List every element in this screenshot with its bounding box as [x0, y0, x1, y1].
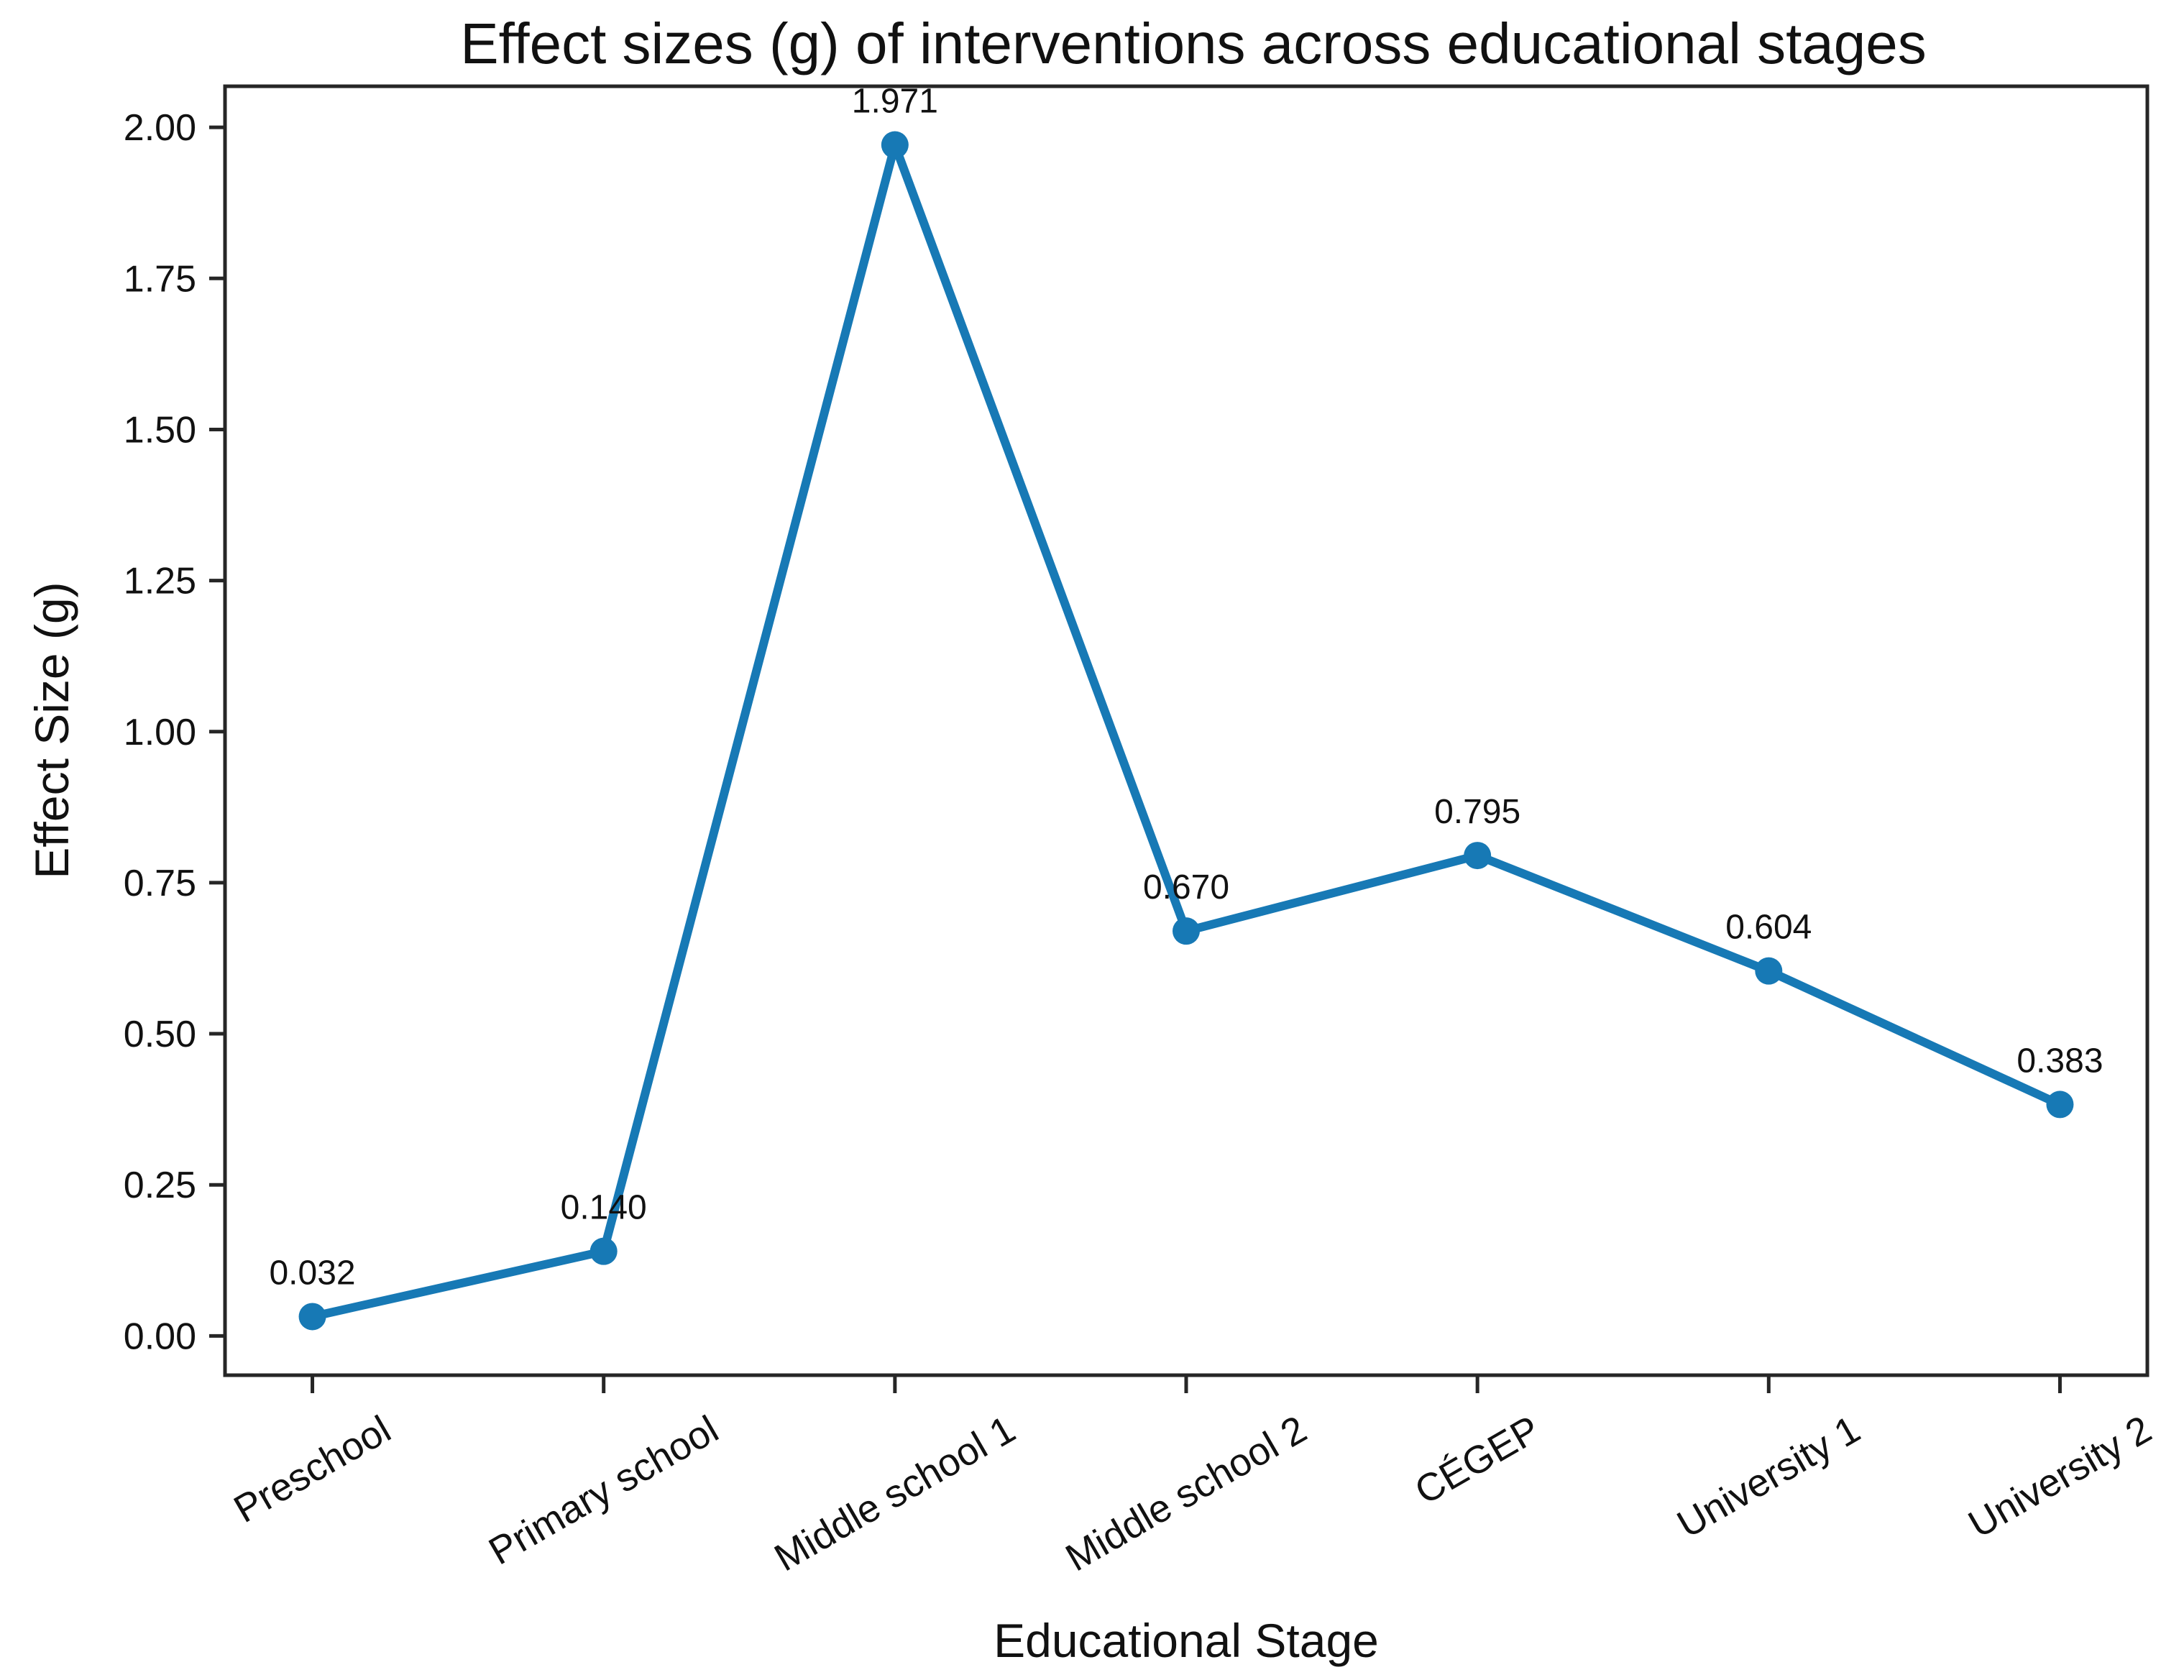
y-tick-label: 1.25	[124, 561, 196, 602]
x-axis-label: Educational Stage	[994, 1614, 1379, 1667]
y-tick-label: 0.25	[124, 1165, 196, 1206]
data-point-label: 0.795	[1434, 793, 1520, 831]
data-point-marker	[1464, 842, 1492, 870]
data-point-marker	[298, 1303, 326, 1331]
data-point-marker	[881, 131, 909, 159]
data-point-label: 0.604	[1725, 909, 1812, 947]
data-point-label: 1.971	[852, 83, 938, 121]
data-point-label: 0.670	[1143, 868, 1229, 906]
y-tick-label: 1.75	[124, 258, 196, 300]
y-tick-label: 1.50	[124, 409, 196, 451]
data-point-marker	[589, 1237, 618, 1265]
data-point-label: 0.032	[269, 1254, 355, 1292]
data-point-label: 0.140	[561, 1189, 647, 1227]
data-point-label: 0.383	[2016, 1042, 2103, 1080]
chart-title: Effect sizes (g) of interventions across…	[460, 12, 1927, 75]
y-tick-label: 0.00	[124, 1316, 196, 1357]
data-point-marker	[2046, 1091, 2074, 1119]
y-tick-label: 2.00	[124, 107, 196, 149]
y-tick-label: 0.75	[124, 863, 196, 904]
y-tick-label: 1.00	[124, 712, 196, 753]
y-tick-label: 0.50	[124, 1014, 196, 1055]
data-point-marker	[1173, 917, 1200, 945]
data-point-marker	[1755, 957, 1783, 985]
y-axis-label: Effect Size (g)	[25, 582, 78, 878]
